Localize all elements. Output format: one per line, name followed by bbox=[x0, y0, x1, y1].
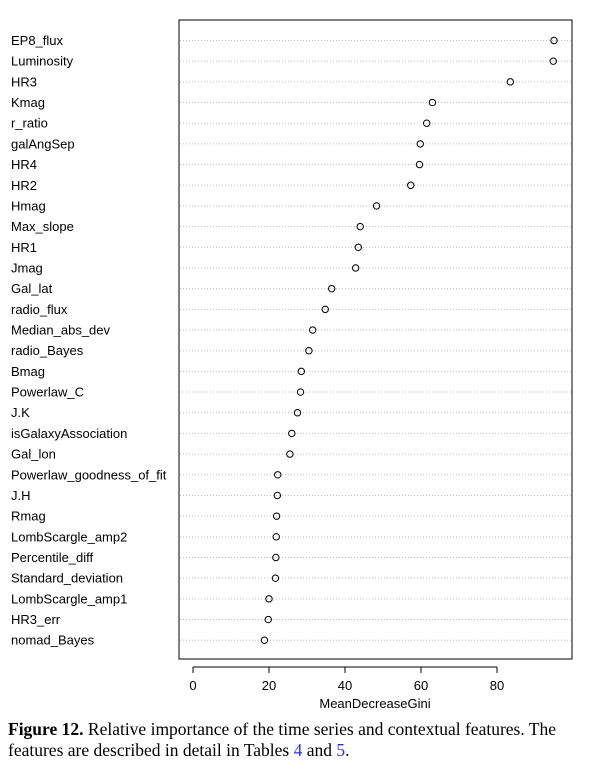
x-tick-label: 40 bbox=[338, 678, 352, 693]
category-label: radio_Bayes bbox=[11, 343, 84, 358]
data-point bbox=[274, 471, 282, 479]
category-label: LombScargle_amp1 bbox=[11, 591, 127, 606]
data-point bbox=[286, 450, 294, 458]
category-label: HR4 bbox=[11, 157, 37, 172]
data-point bbox=[354, 243, 362, 252]
category-label: Rmag bbox=[11, 509, 46, 524]
data-points bbox=[260, 36, 558, 644]
category-label: Gal_lat bbox=[11, 281, 53, 296]
figure-caption: Figure 12. Relative importance of the ti… bbox=[8, 719, 588, 761]
data-point bbox=[296, 388, 305, 396]
data-point bbox=[506, 78, 514, 86]
data-point bbox=[328, 284, 336, 293]
data-point bbox=[272, 553, 280, 562]
category-label: r_ratio bbox=[11, 116, 48, 131]
data-point bbox=[272, 533, 280, 541]
category-label: HR2 bbox=[11, 178, 37, 193]
data-point bbox=[273, 491, 282, 500]
data-point bbox=[272, 512, 281, 520]
caption-text-end: . bbox=[345, 740, 350, 760]
category-label: J.H bbox=[11, 488, 31, 503]
category-label: isGalaxyAssociation bbox=[11, 426, 127, 441]
data-point bbox=[293, 409, 302, 417]
data-point bbox=[321, 305, 329, 314]
category-label: Median_abs_dev bbox=[11, 323, 111, 338]
x-tick-label: 0 bbox=[189, 678, 196, 693]
data-point bbox=[297, 367, 305, 376]
category-label: Powerlaw_goodness_of_fit bbox=[11, 467, 167, 482]
table-ref-link[interactable]: 4 bbox=[293, 740, 303, 760]
x-tick-label: 60 bbox=[414, 678, 428, 693]
category-label: Jmag bbox=[11, 260, 43, 275]
category-label: HR3 bbox=[11, 74, 37, 89]
data-point bbox=[372, 202, 381, 210]
data-point bbox=[271, 574, 280, 582]
data-point bbox=[351, 264, 360, 272]
data-point bbox=[423, 119, 431, 127]
category-label: Standard_deviation bbox=[11, 571, 123, 586]
category-label: Luminosity bbox=[11, 54, 74, 69]
category-label: Kmag bbox=[11, 95, 45, 110]
category-label: Powerlaw_C bbox=[11, 385, 84, 400]
x-tick-label: 20 bbox=[262, 678, 276, 693]
data-point bbox=[264, 615, 272, 624]
data-point bbox=[550, 36, 558, 45]
data-point bbox=[549, 57, 557, 65]
table-ref-link[interactable]: 5 bbox=[336, 740, 346, 760]
category-label: HR3_err bbox=[11, 612, 61, 627]
plot-frame bbox=[178, 19, 573, 660]
data-point bbox=[265, 595, 273, 603]
category-label: LombScargle_amp2 bbox=[11, 529, 127, 544]
data-point bbox=[309, 326, 317, 334]
data-point bbox=[428, 98, 437, 107]
category-label: J.K bbox=[11, 405, 30, 420]
x-axis-title: MeanDecreaseGini bbox=[319, 696, 430, 711]
data-point bbox=[407, 181, 415, 189]
data-point bbox=[305, 347, 313, 355]
grid-lines bbox=[180, 40, 571, 641]
data-point bbox=[260, 636, 269, 644]
data-point bbox=[415, 160, 424, 169]
data-point bbox=[288, 429, 296, 438]
category-label: nomad_Bayes bbox=[11, 633, 95, 648]
category-label: EP8_flux bbox=[11, 33, 64, 48]
caption-text: Relative importance of the time series a… bbox=[8, 719, 556, 760]
category-label: radio_flux bbox=[11, 302, 68, 317]
dotchart: EP8_flux Luminosity HR3 Kmag r_ratio galAngSe… bbox=[11, 19, 573, 711]
x-tick-label: 80 bbox=[490, 678, 504, 693]
category-label: Gal_lon bbox=[11, 447, 56, 462]
category-labels: EP8_flux Luminosity HR3 Kmag r_ratio galAngSe… bbox=[11, 33, 167, 648]
category-label: galAngSep bbox=[11, 136, 75, 151]
x-axis: 0 20 40 60 80 bbox=[189, 666, 504, 693]
data-point bbox=[356, 222, 364, 231]
category-label: Hmag bbox=[11, 198, 46, 213]
category-label: Bmag bbox=[11, 364, 45, 379]
data-point bbox=[416, 140, 424, 148]
figure-label: Figure 12. bbox=[8, 719, 84, 739]
category-label: Percentile_diff bbox=[11, 550, 94, 565]
category-label: Max_slope bbox=[11, 219, 74, 234]
caption-text-mid: and bbox=[302, 740, 337, 760]
category-label: HR1 bbox=[11, 240, 37, 255]
